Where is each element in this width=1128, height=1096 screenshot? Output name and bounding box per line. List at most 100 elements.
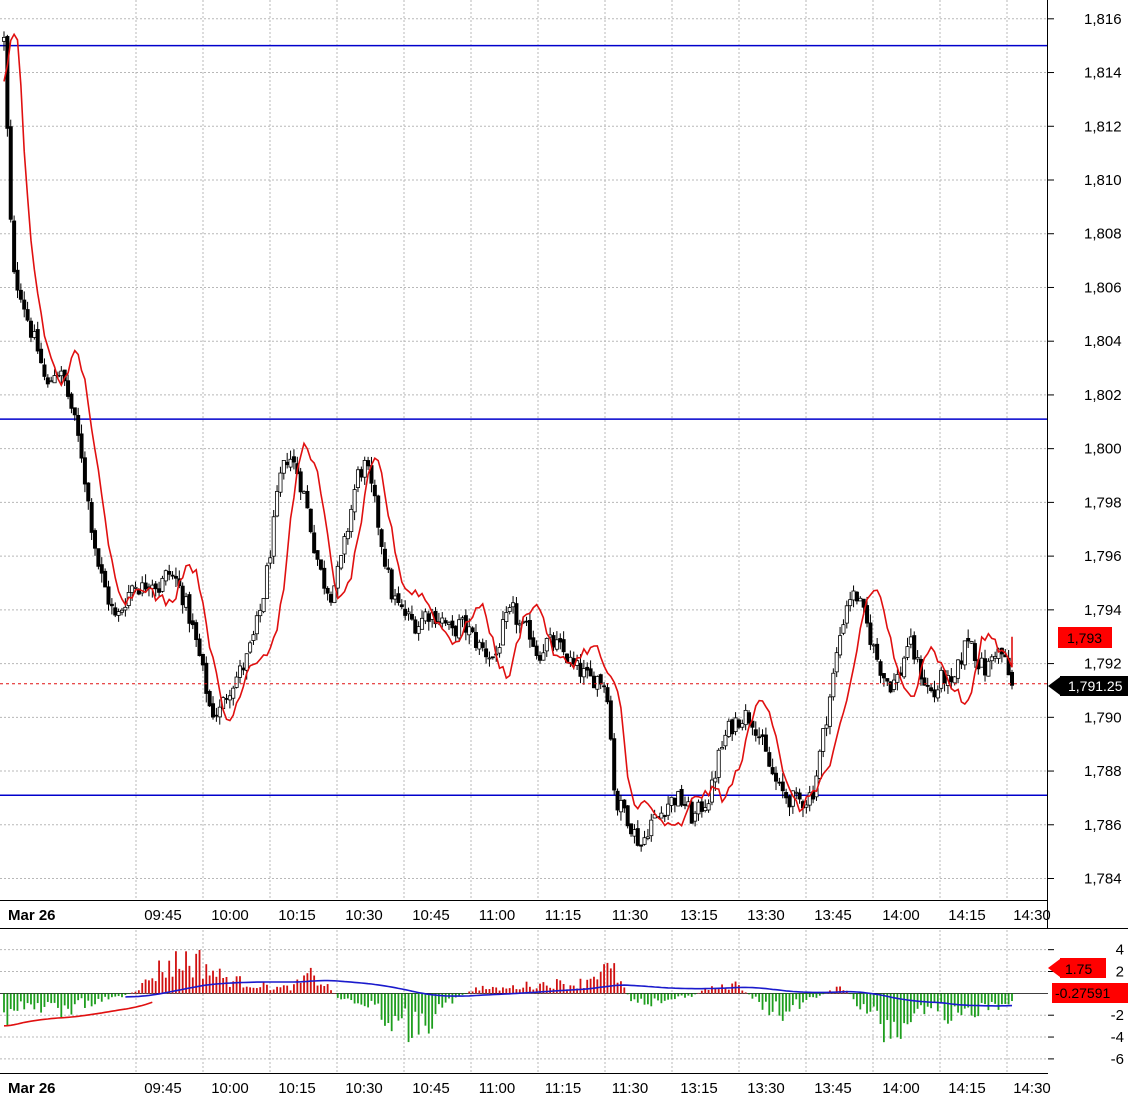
- candle-body: [409, 613, 414, 620]
- candle-body: [979, 657, 984, 668]
- candle-body: [72, 407, 77, 416]
- histogram-bar: [967, 993, 970, 1008]
- histogram-bar: [319, 984, 322, 994]
- candle-body: [608, 700, 613, 740]
- candle-body: [22, 299, 27, 310]
- histogram-last-label: 1.75: [1065, 961, 1092, 977]
- candle-body: [662, 815, 667, 817]
- histogram-bar: [252, 987, 255, 994]
- candle-body: [28, 320, 33, 338]
- histogram-bar: [357, 993, 359, 1004]
- histogram-bar: [181, 970, 184, 994]
- histogram-bar: [464, 993, 467, 995]
- candle-body: [271, 516, 276, 557]
- candle-body: [578, 662, 583, 677]
- candle-body: [993, 655, 998, 659]
- histogram-bar: [990, 993, 993, 1002]
- candle-body: [689, 801, 694, 824]
- candle-body: [561, 639, 566, 653]
- oscillator-tick-label: -4: [1111, 1029, 1124, 1046]
- histogram-bar: [198, 949, 201, 994]
- histogram-bar: [636, 993, 639, 1003]
- histogram-bar: [94, 993, 96, 1005]
- candle-body: [207, 691, 212, 707]
- histogram-bar: [161, 972, 164, 994]
- candle-body: [254, 615, 259, 635]
- histogram-bar: [495, 987, 498, 994]
- candle-body: [416, 626, 421, 634]
- candle-body: [871, 644, 876, 647]
- horizontal-level-lines: [0, 44, 1048, 796]
- candle-body: [935, 689, 940, 699]
- candle-body: [167, 570, 172, 575]
- histogram-bar: [316, 985, 319, 994]
- histogram-bar: [872, 993, 875, 1007]
- histogram-bar: [947, 993, 949, 1024]
- candle-body: [231, 687, 236, 699]
- histogram-bar: [390, 993, 393, 1032]
- histogram-bar: [856, 993, 858, 1007]
- histogram-bar: [754, 993, 757, 997]
- time-axis-label: 11:15: [545, 907, 581, 924]
- histogram-bar: [137, 990, 140, 994]
- signal-line: [125, 979, 1013, 1007]
- histogram-bar: [852, 993, 855, 1000]
- candle-body: [163, 570, 168, 582]
- histogram-bar: [869, 993, 872, 1012]
- histogram-bar: [771, 993, 774, 1012]
- price-tick-label: 1,812: [1084, 118, 1122, 135]
- histogram-bar: [866, 993, 868, 1014]
- histogram-bar: [926, 993, 929, 1007]
- histogram-bar: [191, 977, 194, 994]
- histogram-bar: [461, 993, 464, 995]
- histogram-bar: [471, 991, 474, 994]
- candle-body: [598, 674, 603, 685]
- candle-body: [551, 635, 556, 648]
- candle-body: [767, 752, 772, 767]
- histogram-bar: [667, 993, 670, 1000]
- candle-body: [983, 658, 988, 676]
- candle-body: [838, 635, 843, 656]
- candle-body: [339, 555, 344, 569]
- histogram-bar: [97, 993, 100, 999]
- histogram-bar: [36, 993, 39, 1004]
- histogram-bar: [346, 993, 349, 999]
- histogram-bar: [70, 993, 73, 1015]
- candle-body: [312, 532, 317, 554]
- candle-body: [224, 698, 229, 700]
- price-tick-label: 1,802: [1084, 387, 1122, 404]
- histogram-bar: [215, 976, 218, 994]
- candle-body: [679, 789, 684, 806]
- histogram-bar: [818, 993, 821, 996]
- histogram-bar: [121, 993, 123, 998]
- histogram-bar: [781, 993, 784, 1021]
- histogram-bar: [212, 970, 214, 994]
- overlay-last-label: 1,793: [1067, 630, 1102, 646]
- candle-body: [824, 724, 829, 729]
- candle-body: [989, 656, 994, 662]
- histogram-bar: [555, 979, 558, 994]
- histogram-bar: [282, 985, 285, 994]
- histogram-bar: [542, 982, 545, 994]
- oscillator-line: [3, 1001, 153, 1027]
- candle-body: [959, 660, 964, 665]
- histogram-bar: [164, 977, 167, 994]
- price-chart-panel: 1,816 1,814 1,812 1,810 1,808 1,806 1,804 1,802…: [0, 0, 1128, 928]
- histogram-bar: [323, 986, 326, 994]
- oscillator-time-axis-label: 10:15: [278, 1080, 316, 1096]
- histogram-bar: [407, 993, 410, 1043]
- histogram-bar: [84, 993, 86, 1008]
- candle-body: [912, 635, 917, 660]
- histogram-bar: [158, 960, 160, 994]
- candle-body: [618, 799, 623, 813]
- candle-body: [541, 652, 546, 661]
- histogram-bar: [124, 993, 127, 995]
- candle-body: [834, 652, 839, 673]
- candle-body: [42, 364, 47, 377]
- candle-body: [777, 781, 782, 784]
- histogram-bar: [488, 989, 491, 994]
- candle-body: [457, 619, 462, 639]
- histogram-bar: [50, 993, 53, 1004]
- histogram-bar: [886, 993, 889, 1021]
